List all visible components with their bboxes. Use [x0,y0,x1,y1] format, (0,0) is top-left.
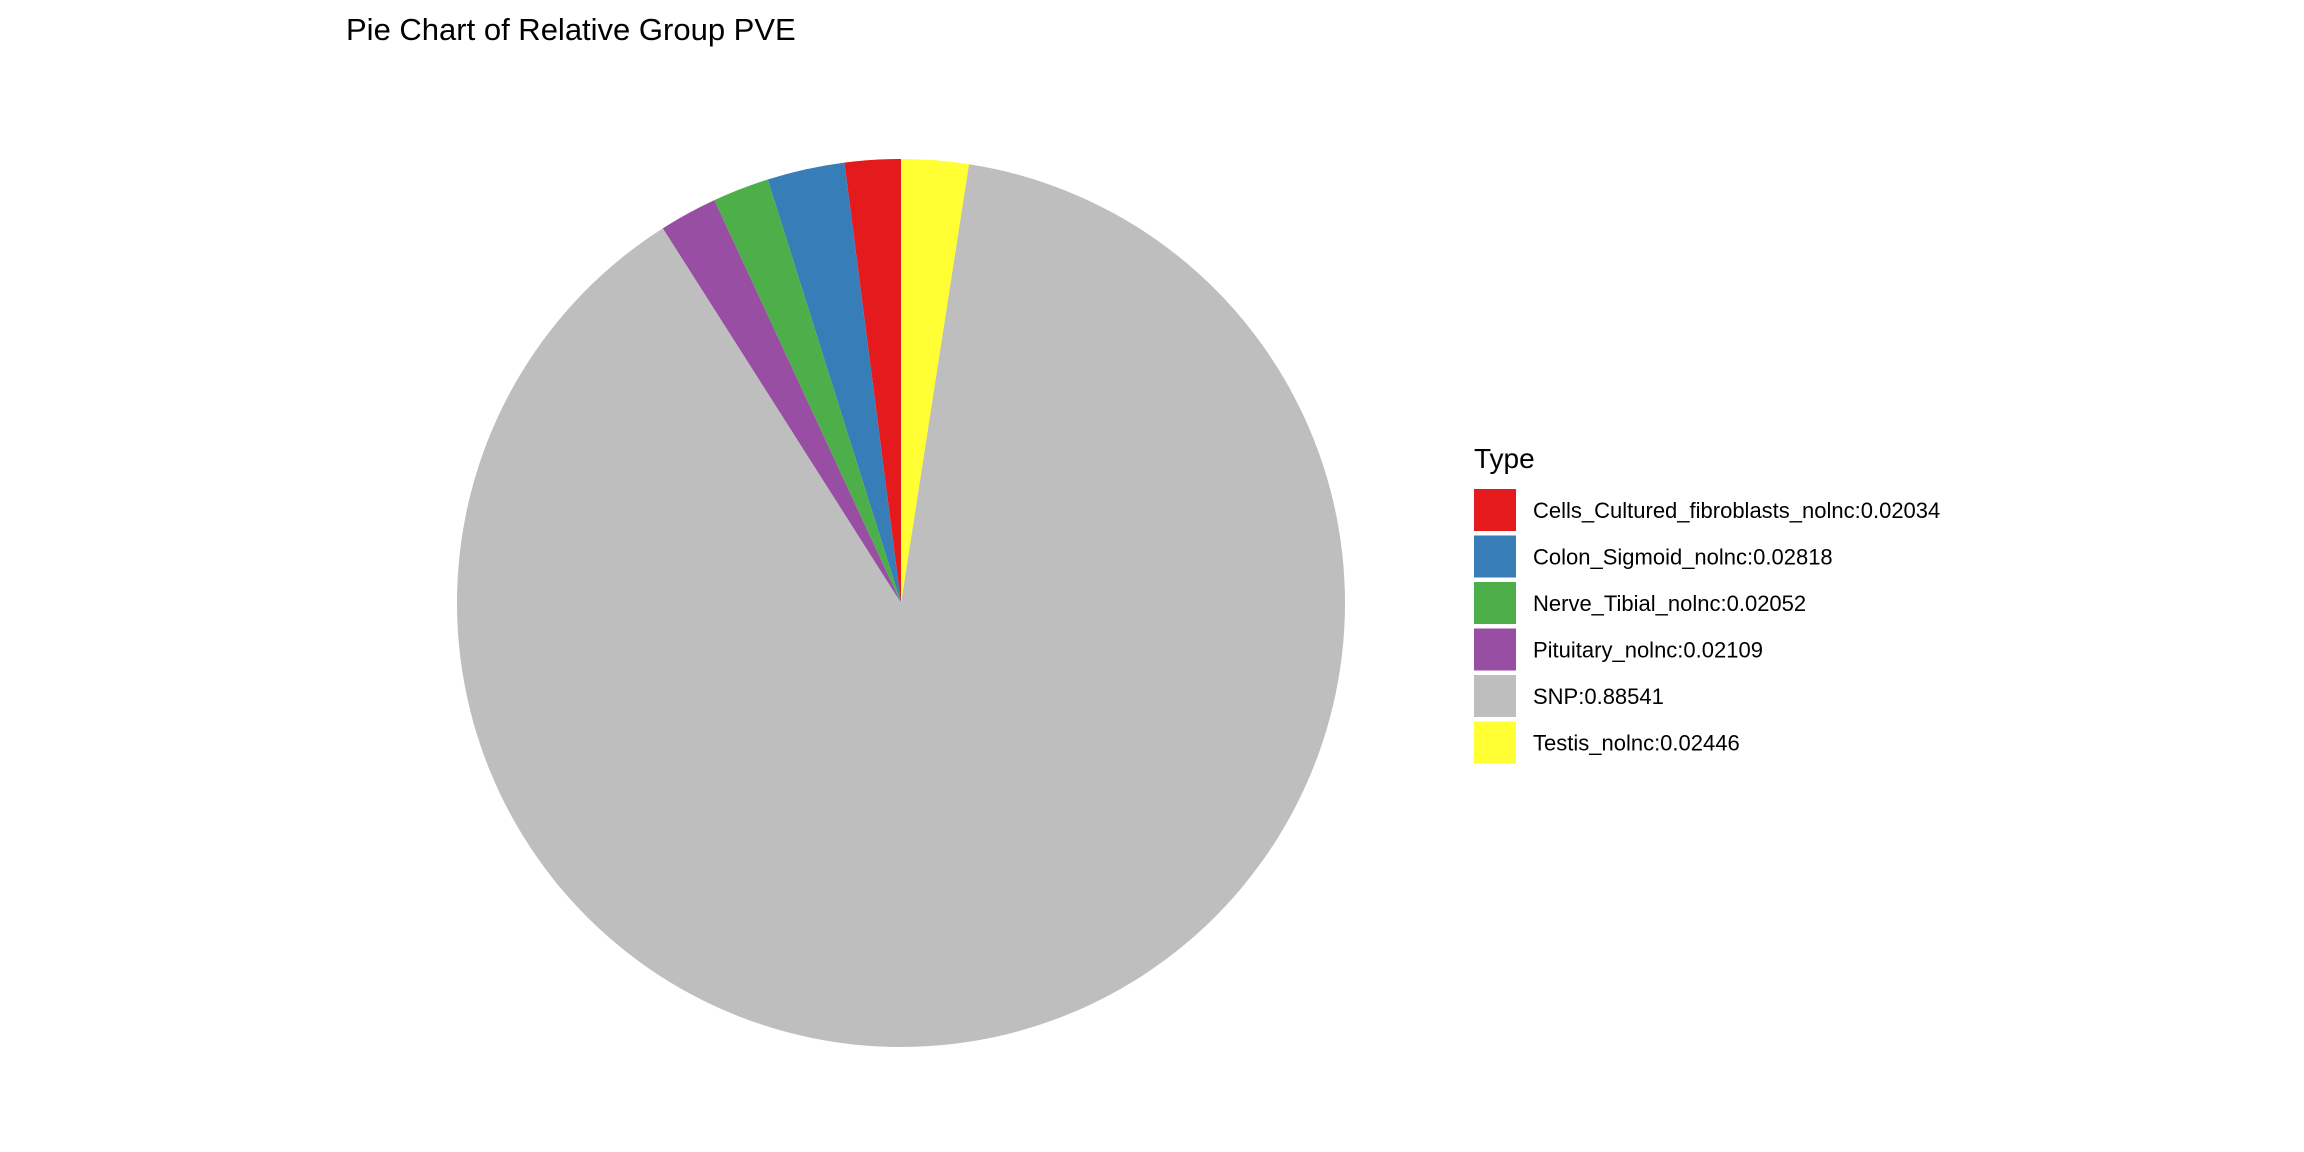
pie-slices [457,159,1345,1048]
pie-slice-pituitary-nolnc [662,200,901,603]
legend-title: Type [1474,443,1535,474]
legend-label-snp: SNP:0.88541 [1533,684,1664,709]
legend-items: Cells_Cultured_fibroblasts_nolnc:0.02034… [1474,489,1940,764]
legend-label-colon-sigmoid-nolnc: Colon_Sigmoid_nolnc:0.02818 [1533,545,1833,570]
legend-key-pituitary-nolnc [1474,628,1516,671]
pie-slice-cells-cultured-fibroblasts-nolnc [844,159,901,603]
pie-slice-colon-sigmoid-nolnc [767,162,901,603]
legend-label-cells-cultured-fibroblasts-nolnc: Cells_Cultured_fibroblasts_nolnc:0.02034 [1533,498,1940,523]
chart-title: Pie Chart of Relative Group PVE [346,12,796,47]
legend-key-cells-cultured-fibroblasts-nolnc [1474,489,1516,531]
pie-slice-snp [457,164,1345,1048]
pie-slice-nerve-tibial-nolnc [714,179,901,603]
legend-label-testis-nolnc: Testis_nolnc:0.02446 [1533,731,1740,756]
legend-key-colon-sigmoid-nolnc [1474,535,1516,578]
legend-key-nerve-tibial-nolnc [1474,582,1516,624]
pie-slice-testis-nolnc [901,159,969,603]
legend-label-pituitary-nolnc: Pituitary_nolnc:0.02109 [1533,638,1763,663]
legend-label-nerve-tibial-nolnc: Nerve_Tibial_nolnc:0.02052 [1533,591,1806,616]
legend-key-snp [1474,675,1516,717]
legend: Type Cells_Cultured_fibroblasts_nolnc:0.… [1474,443,1940,764]
legend-key-testis-nolnc [1474,721,1516,764]
